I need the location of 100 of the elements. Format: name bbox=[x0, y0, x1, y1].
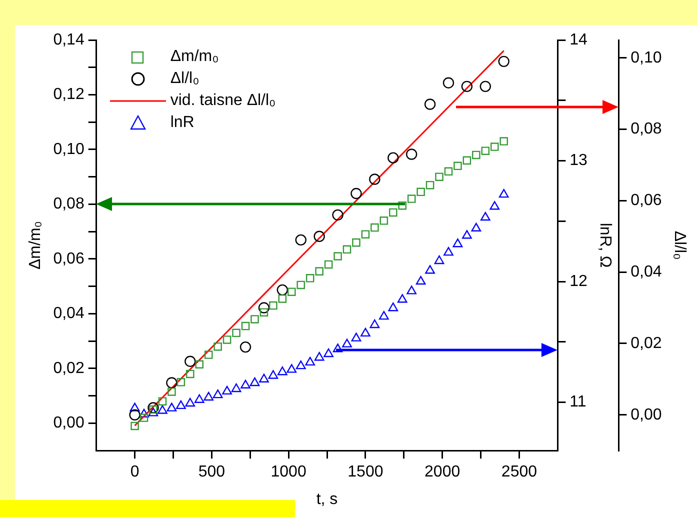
point bbox=[370, 223, 379, 232]
point bbox=[148, 408, 158, 416]
point bbox=[250, 377, 260, 386]
point bbox=[184, 356, 196, 367]
y2-tick-label: 14 bbox=[570, 31, 588, 48]
point bbox=[462, 230, 472, 239]
point bbox=[276, 284, 288, 296]
point bbox=[424, 98, 436, 110]
point bbox=[481, 146, 490, 155]
point bbox=[442, 77, 454, 88]
point bbox=[139, 408, 149, 418]
point bbox=[148, 402, 159, 414]
point bbox=[176, 378, 186, 386]
point bbox=[407, 194, 416, 203]
y3-axis-title: Δl/l₀ bbox=[670, 230, 688, 260]
point bbox=[240, 380, 250, 388]
y-tick-label: 0,04 bbox=[53, 305, 84, 322]
point bbox=[288, 288, 296, 296]
point bbox=[480, 80, 491, 92]
y-tick-label: 0,00 bbox=[53, 414, 84, 432]
point bbox=[388, 152, 399, 164]
point bbox=[342, 338, 352, 348]
point bbox=[369, 174, 380, 185]
point bbox=[388, 208, 398, 217]
point bbox=[204, 350, 213, 359]
point bbox=[296, 280, 305, 290]
point bbox=[360, 328, 370, 337]
point bbox=[444, 167, 453, 176]
point bbox=[186, 370, 194, 378]
point bbox=[315, 267, 324, 276]
y3-tick-label: 0,02 bbox=[630, 334, 662, 352]
point bbox=[204, 392, 214, 401]
point bbox=[370, 319, 380, 328]
point bbox=[350, 188, 362, 200]
y3-tick-label: 0,04 bbox=[630, 263, 662, 280]
y-tick-label: 0,02 bbox=[53, 360, 84, 377]
point bbox=[314, 352, 324, 361]
point bbox=[250, 315, 259, 324]
point bbox=[149, 405, 158, 414]
legend-label: lnR bbox=[170, 113, 194, 133]
point bbox=[129, 409, 140, 420]
point bbox=[222, 386, 232, 395]
point bbox=[212, 389, 223, 398]
x-tick-label: 500 bbox=[198, 464, 226, 481]
y-tick-label: 0,12 bbox=[53, 86, 84, 104]
point bbox=[416, 188, 425, 196]
point bbox=[472, 150, 480, 160]
point bbox=[259, 374, 269, 382]
point bbox=[406, 286, 417, 294]
point bbox=[435, 172, 444, 181]
point bbox=[305, 356, 316, 366]
point bbox=[361, 230, 370, 238]
point bbox=[324, 260, 333, 269]
point bbox=[158, 397, 167, 406]
x-tick-label: 2000 bbox=[424, 464, 460, 481]
x-tick-label: 2500 bbox=[501, 464, 538, 481]
point bbox=[332, 209, 344, 221]
point bbox=[130, 402, 140, 412]
point bbox=[168, 388, 176, 396]
point bbox=[452, 238, 463, 248]
point bbox=[268, 370, 278, 379]
point bbox=[231, 383, 242, 392]
point bbox=[461, 80, 473, 92]
point bbox=[324, 348, 334, 358]
point bbox=[434, 255, 444, 264]
point bbox=[140, 414, 148, 422]
y2-tick-label: 13 bbox=[570, 152, 588, 170]
point bbox=[342, 245, 352, 254]
point bbox=[306, 274, 314, 282]
point bbox=[500, 137, 508, 146]
legend-label: Δl/l₀ bbox=[170, 69, 200, 89]
point bbox=[269, 301, 278, 310]
y3-tick-label: 0,00 bbox=[630, 406, 662, 424]
point bbox=[260, 308, 268, 316]
y2-tick-label: 12 bbox=[570, 272, 588, 290]
point bbox=[277, 366, 288, 376]
point bbox=[352, 238, 360, 247]
point bbox=[444, 246, 454, 256]
point bbox=[194, 394, 204, 403]
point bbox=[380, 216, 388, 225]
point bbox=[334, 252, 342, 260]
point bbox=[498, 188, 509, 198]
point bbox=[130, 422, 139, 430]
point bbox=[176, 400, 186, 410]
point bbox=[425, 265, 435, 274]
y3-tick-label: 0,08 bbox=[630, 120, 662, 138]
x-tick-label: 0 bbox=[130, 464, 140, 481]
y-tick-label: 0,14 bbox=[53, 31, 84, 48]
point bbox=[296, 360, 306, 370]
point bbox=[490, 201, 500, 210]
point bbox=[286, 364, 297, 373]
point bbox=[406, 148, 418, 160]
point bbox=[258, 302, 270, 314]
point bbox=[462, 156, 472, 165]
point bbox=[214, 342, 222, 351]
y-tick-label: 0,06 bbox=[53, 250, 84, 268]
point bbox=[166, 402, 177, 412]
point bbox=[314, 230, 325, 242]
point bbox=[241, 322, 250, 330]
y2-axis-title: lnR, Ω bbox=[596, 222, 614, 268]
